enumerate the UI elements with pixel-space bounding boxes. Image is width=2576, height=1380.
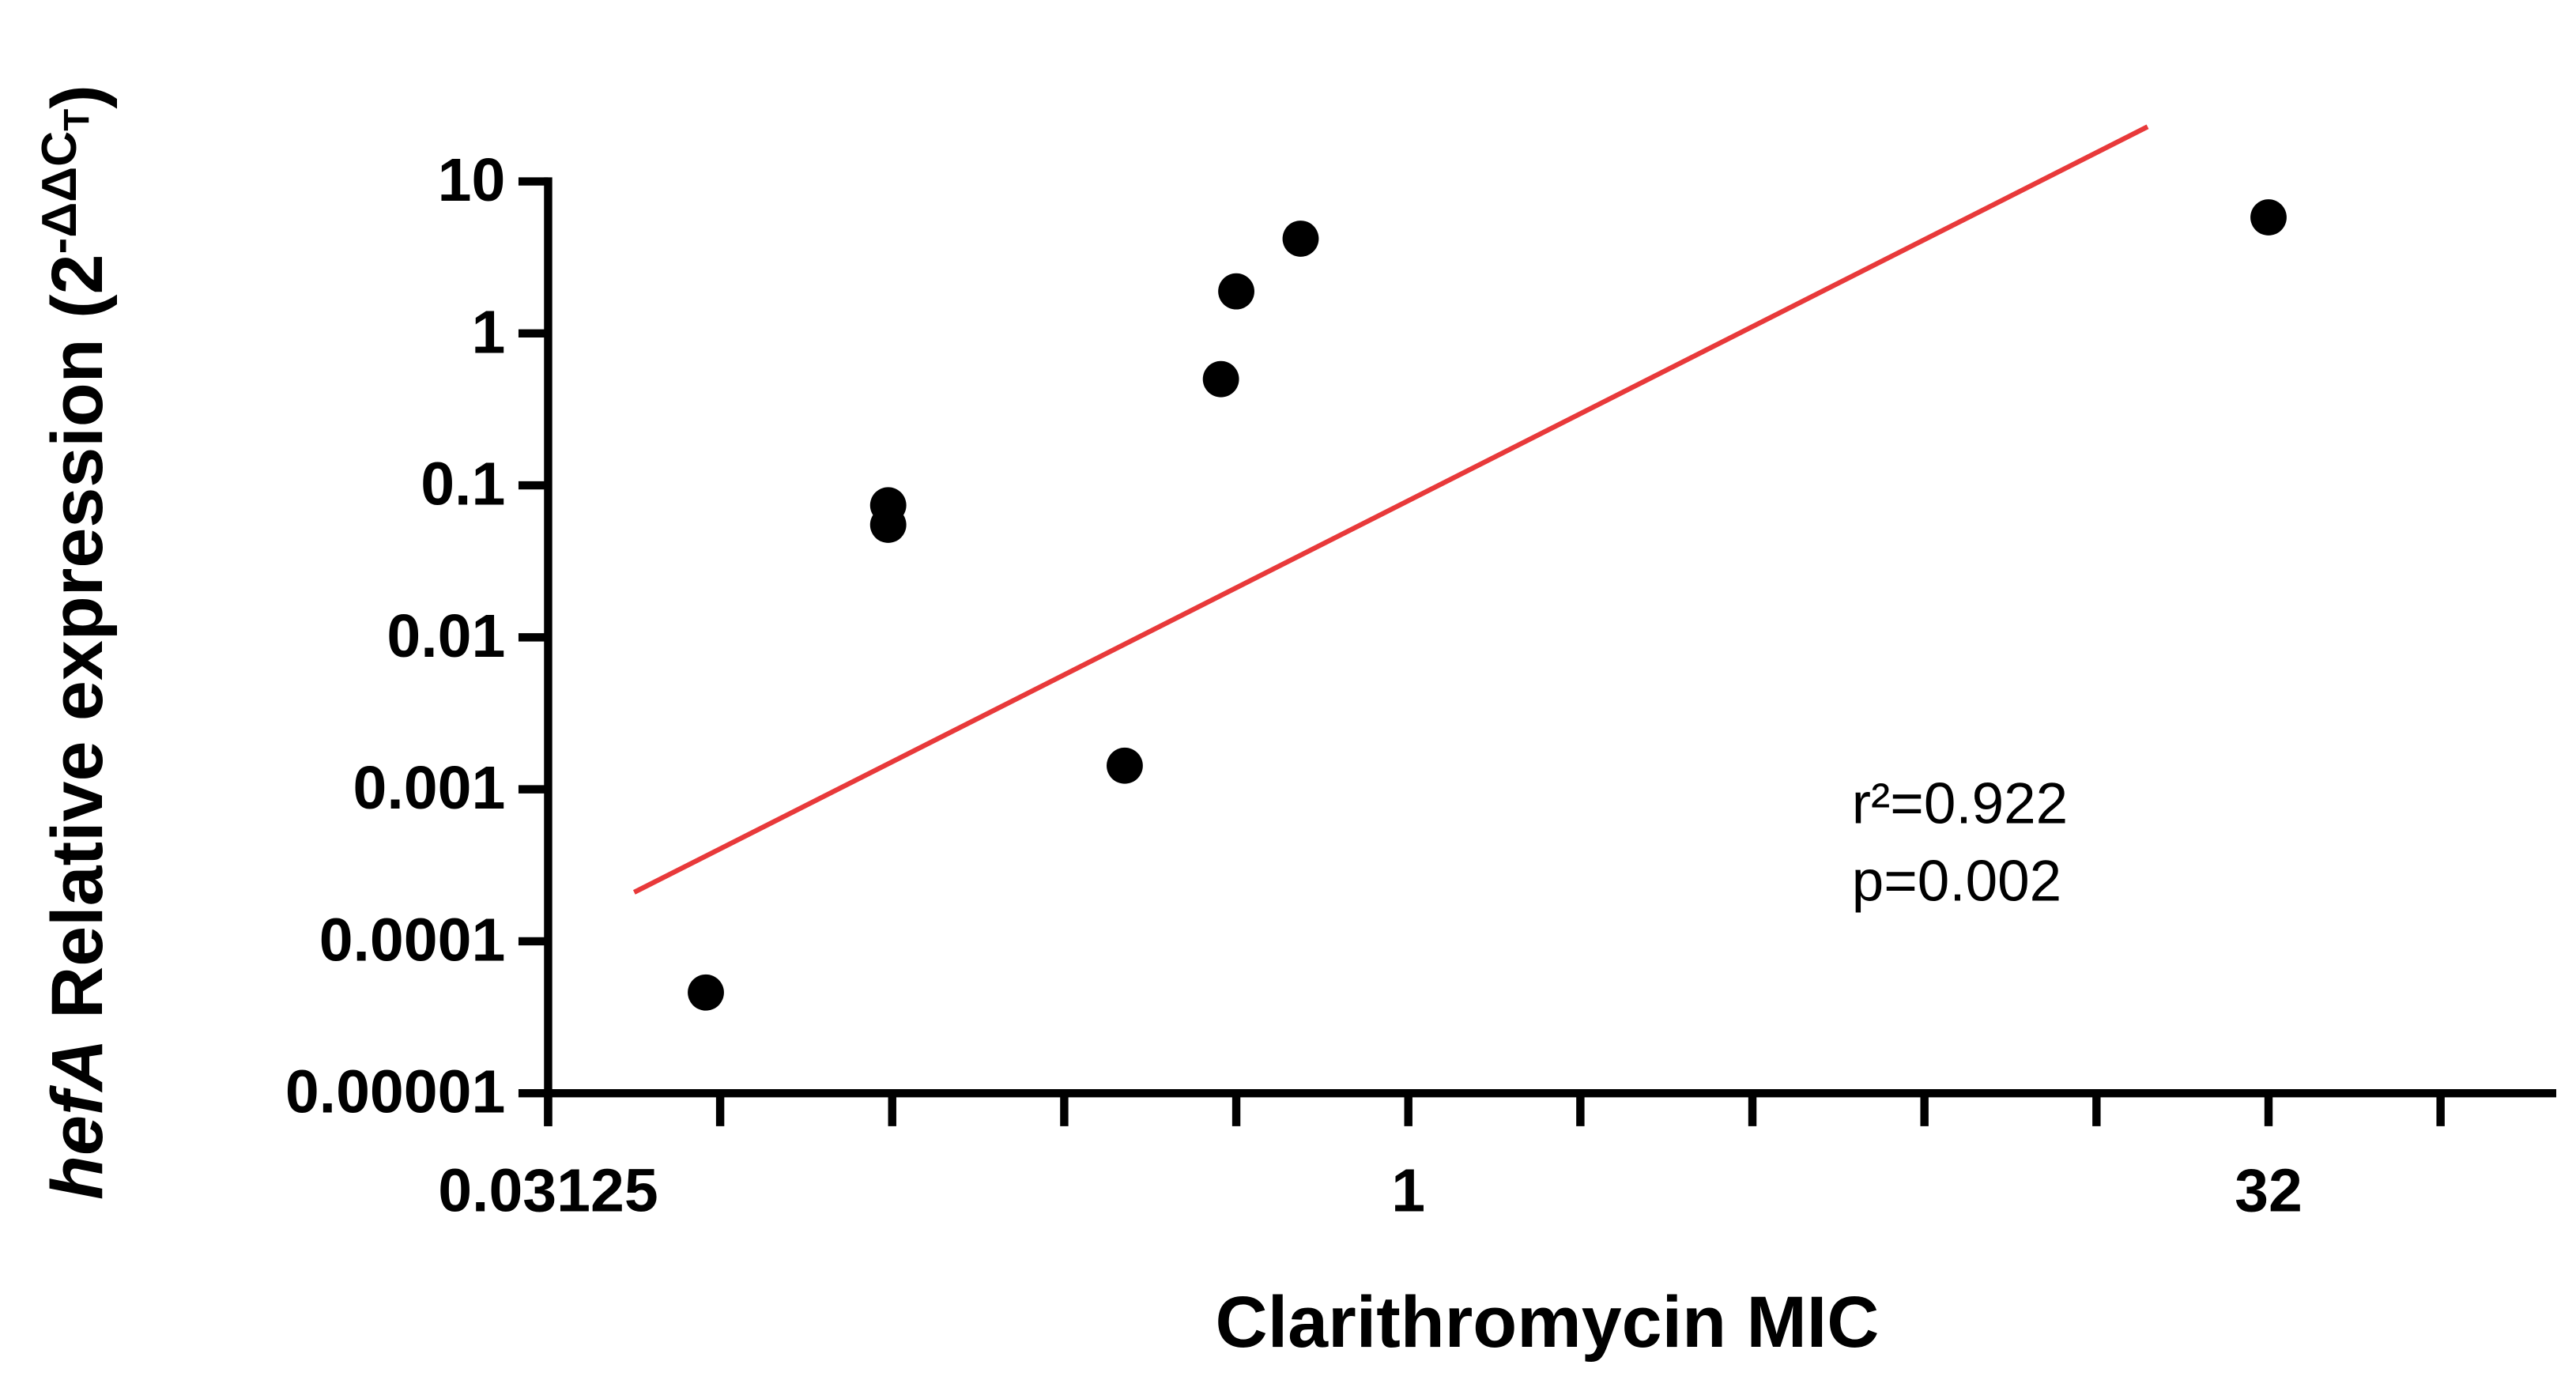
y-label-text: Relative expression (2	[37, 254, 118, 1039]
y-label-exponent-sub: T	[56, 109, 96, 131]
x-tick-label: 32	[2235, 1157, 2303, 1225]
y-tick-label: 0.00001	[285, 1058, 505, 1126]
point	[869, 507, 907, 543]
y-tick-label: 0.1	[421, 451, 505, 518]
point	[1107, 747, 1143, 784]
y-tick-label: 0.0001	[319, 906, 506, 974]
y-axis-label: hefA Relative expression (2-ΔΔCT)	[32, 85, 118, 1200]
annotation: r²=0.922	[1852, 772, 2068, 836]
trendline	[632, 124, 2149, 895]
y-label-gene: hefA	[37, 1039, 118, 1200]
point	[1282, 221, 1319, 257]
y-tick-label: 0.001	[353, 754, 506, 822]
y-tick-label: 10	[438, 146, 506, 214]
point	[688, 974, 724, 1011]
y-tick-label: 1	[471, 298, 505, 366]
point	[2250, 199, 2287, 236]
x-axis-label: Clarithromycin MIC	[1216, 1282, 1880, 1363]
annotation: p=0.002	[1852, 850, 2061, 914]
x-tick-label: 1	[1391, 1157, 1425, 1225]
y-label-close: )	[37, 85, 118, 109]
y-tick-label: 0.01	[387, 602, 505, 670]
x-tick-label: 0.03125	[438, 1157, 658, 1225]
y-label-exponent: -ΔΔC	[32, 131, 87, 255]
point	[1218, 273, 1254, 310]
point	[1202, 360, 1239, 398]
